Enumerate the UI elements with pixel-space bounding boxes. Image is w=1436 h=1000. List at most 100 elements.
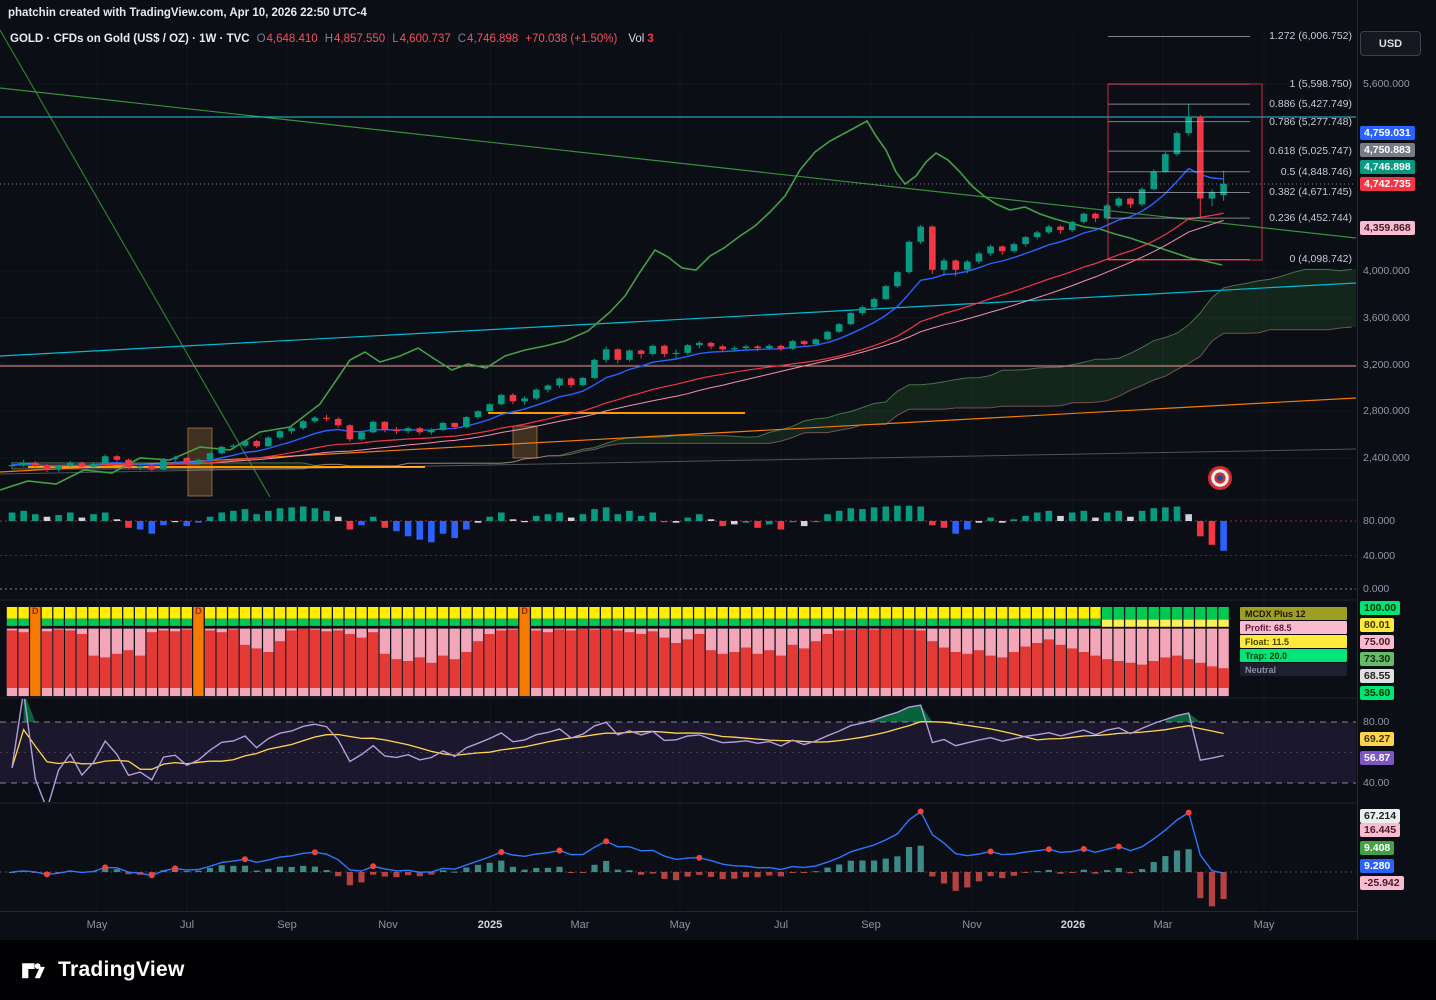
candle-body bbox=[369, 421, 377, 433]
mcdx-pink-seg bbox=[1136, 628, 1148, 697]
kumo-segment bbox=[804, 418, 816, 433]
mcdx-red-seg bbox=[298, 628, 309, 688]
candle-body bbox=[952, 260, 959, 270]
us-shield-icon[interactable] bbox=[1206, 464, 1234, 497]
kumo-segment bbox=[827, 414, 840, 433]
mcdx-green-seg bbox=[1055, 618, 1066, 626]
candle-body bbox=[381, 421, 389, 430]
osc-bar bbox=[964, 521, 971, 530]
candle-body bbox=[323, 417, 330, 419]
mcdx-green-seg bbox=[123, 618, 134, 626]
osc-bar bbox=[218, 512, 225, 521]
mcdx-yellow-seg bbox=[391, 607, 402, 619]
macd-hist-bar bbox=[871, 860, 878, 872]
kumo-segment bbox=[1270, 276, 1282, 330]
mcdx-green-seg bbox=[65, 618, 76, 626]
time-axis-label: 2025 bbox=[477, 919, 503, 931]
kumo-segment bbox=[944, 379, 956, 410]
osc-bar bbox=[498, 512, 505, 521]
osc-bar bbox=[381, 521, 389, 528]
mcdx-yellow-seg bbox=[962, 607, 973, 619]
tradingview-wordmark[interactable]: TradingView bbox=[58, 958, 185, 981]
mcdx-red-seg bbox=[449, 659, 460, 688]
mcdx-green-seg bbox=[169, 618, 181, 626]
macd-hist-bar bbox=[626, 870, 633, 872]
time-axis-label: Nov bbox=[378, 919, 398, 931]
mcdx-yellow-seg bbox=[344, 607, 356, 619]
symbol-title[interactable]: GOLD · CFDs on Gold (US$ / OZ) · 1W · TV… bbox=[10, 33, 250, 45]
volume-label[interactable]: Vol bbox=[628, 33, 645, 45]
mcdx-yellow-seg bbox=[1183, 619, 1194, 627]
mcdx-yellow-seg bbox=[903, 607, 915, 619]
osc-bar bbox=[183, 521, 191, 527]
kumo-segment bbox=[979, 375, 991, 408]
osc-bar bbox=[160, 521, 167, 526]
mcdx-red-seg bbox=[204, 630, 216, 688]
mcdx-red-seg bbox=[181, 629, 192, 688]
currency-button[interactable]: USD bbox=[1360, 31, 1421, 56]
candle-body bbox=[1162, 154, 1169, 172]
mcdx-red-seg bbox=[1218, 668, 1229, 688]
candle-body bbox=[870, 299, 878, 308]
mcdx-yellow-seg bbox=[18, 607, 29, 619]
kumo-segment bbox=[1305, 269, 1317, 330]
osc-bar bbox=[195, 521, 202, 523]
mcdx-green-seg bbox=[635, 618, 647, 626]
tradingview-logo-icon[interactable] bbox=[18, 955, 48, 985]
time-axis[interactable]: May Jul Sep Nov 2025 Mar May Jul Sep Nov 2026 Mar Ma… bbox=[0, 911, 1357, 940]
osc-bar bbox=[1080, 510, 1088, 521]
osc-bar bbox=[824, 514, 831, 521]
mcdx-green-seg bbox=[717, 618, 728, 626]
candle-body bbox=[498, 394, 505, 405]
mcdx-d-mark: D bbox=[521, 606, 528, 616]
mcdx-red-seg bbox=[938, 647, 950, 688]
mcdx-yellow-seg bbox=[134, 607, 146, 619]
kumo-segment bbox=[1153, 337, 1166, 380]
candle-body bbox=[171, 458, 179, 460]
mcdx-legend-box[interactable]: MCDX Plus 12 Profit: 68.5 Float: 11.5 Trap:… bbox=[1240, 607, 1347, 677]
mcdx-yellow-seg bbox=[542, 607, 554, 619]
candle-body bbox=[1022, 237, 1029, 245]
mcdx-red-seg bbox=[682, 639, 693, 688]
mcdx-red-seg bbox=[717, 653, 728, 688]
macd-hist-bar bbox=[987, 872, 994, 877]
mcdx-axis-badge: 73.30 bbox=[1360, 652, 1395, 666]
mcdx-yellow-seg bbox=[484, 607, 495, 619]
kumo-segment bbox=[1107, 358, 1119, 401]
mcdx-green-seg bbox=[379, 618, 390, 626]
candle-body bbox=[800, 341, 808, 345]
mcdx-yellow-seg bbox=[356, 607, 367, 619]
mcdx-yellow-seg bbox=[41, 607, 53, 619]
mcdx-yellow-seg bbox=[1160, 619, 1171, 627]
mcdx-yellow-seg bbox=[729, 607, 740, 619]
macd-hist-bar bbox=[777, 872, 784, 877]
macd-hist-bar bbox=[533, 867, 540, 872]
macd-hist-bar bbox=[463, 867, 470, 872]
price-axis[interactable]: 5,600.000 4,000.000 3,600.000 3,200.000 2,80… bbox=[1357, 0, 1436, 940]
mcdx-yellow-seg bbox=[577, 607, 589, 619]
kumo-segment bbox=[1235, 283, 1247, 334]
mcdx-green-seg bbox=[298, 618, 309, 626]
candle-body bbox=[1080, 213, 1088, 222]
osc-bar bbox=[463, 521, 470, 530]
macd-axis-badge: 67.214 bbox=[1360, 809, 1401, 823]
mcdx-red-seg bbox=[915, 630, 926, 688]
mcdx-green-seg bbox=[6, 618, 18, 626]
mcdx-yellow-seg bbox=[554, 607, 565, 619]
macd-hist-bar bbox=[498, 860, 505, 872]
osc-bar bbox=[1068, 512, 1076, 521]
mcdx-red-seg bbox=[880, 628, 891, 688]
mcdx-red-seg bbox=[88, 655, 99, 688]
mcdx-yellow-seg bbox=[402, 607, 414, 619]
candle-body bbox=[1220, 183, 1227, 196]
mcdx-red-seg bbox=[123, 650, 134, 688]
shield-center bbox=[1217, 475, 1223, 481]
candle-body bbox=[812, 339, 820, 345]
mcdx-red-seg bbox=[484, 634, 495, 688]
rsi-ma-line bbox=[11, 721, 1224, 770]
mcdx-yellow-seg bbox=[624, 607, 635, 619]
mcdx-yellow-seg bbox=[880, 607, 891, 619]
osc-bar bbox=[1185, 514, 1192, 521]
mcdx-red-seg bbox=[414, 657, 425, 688]
